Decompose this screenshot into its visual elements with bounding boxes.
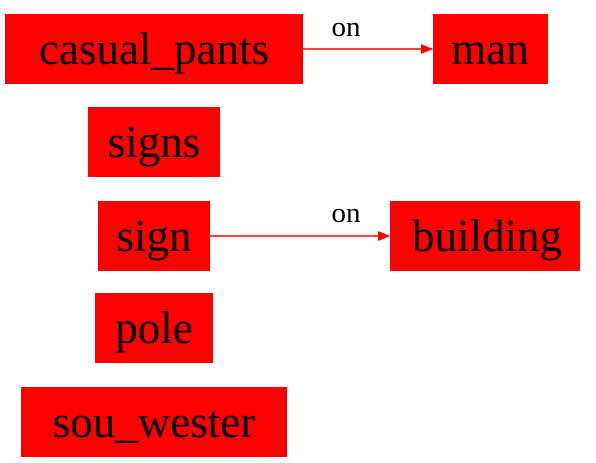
node-label: pole (115, 303, 192, 353)
node-box (98, 201, 210, 271)
edge-sign-to-building: on (210, 197, 390, 241)
node-signs: signs (88, 107, 220, 177)
node-box (5, 14, 303, 84)
edge-casual-pants-to-man: on (303, 11, 433, 54)
node-label: sign (116, 211, 191, 261)
node-box (390, 201, 580, 271)
node-sign: sign (98, 201, 210, 271)
node-label: signs (108, 117, 201, 167)
node-label: man (451, 24, 528, 74)
node-box (95, 293, 213, 363)
node-box (21, 387, 287, 457)
node-label: building (412, 211, 562, 261)
node-label: sou_wester (53, 397, 255, 447)
edge-label: on (332, 11, 362, 43)
node-sou-wester: sou_wester (21, 387, 287, 457)
node-building: building (390, 201, 580, 271)
node-label: casual_pants (39, 24, 269, 74)
node-pole: pole (95, 293, 213, 363)
node-box (88, 107, 220, 177)
node-casual-pants: casual_pants (5, 14, 303, 84)
edge-label: on (332, 197, 362, 229)
node-box (433, 14, 548, 84)
node-man: man (433, 14, 548, 84)
